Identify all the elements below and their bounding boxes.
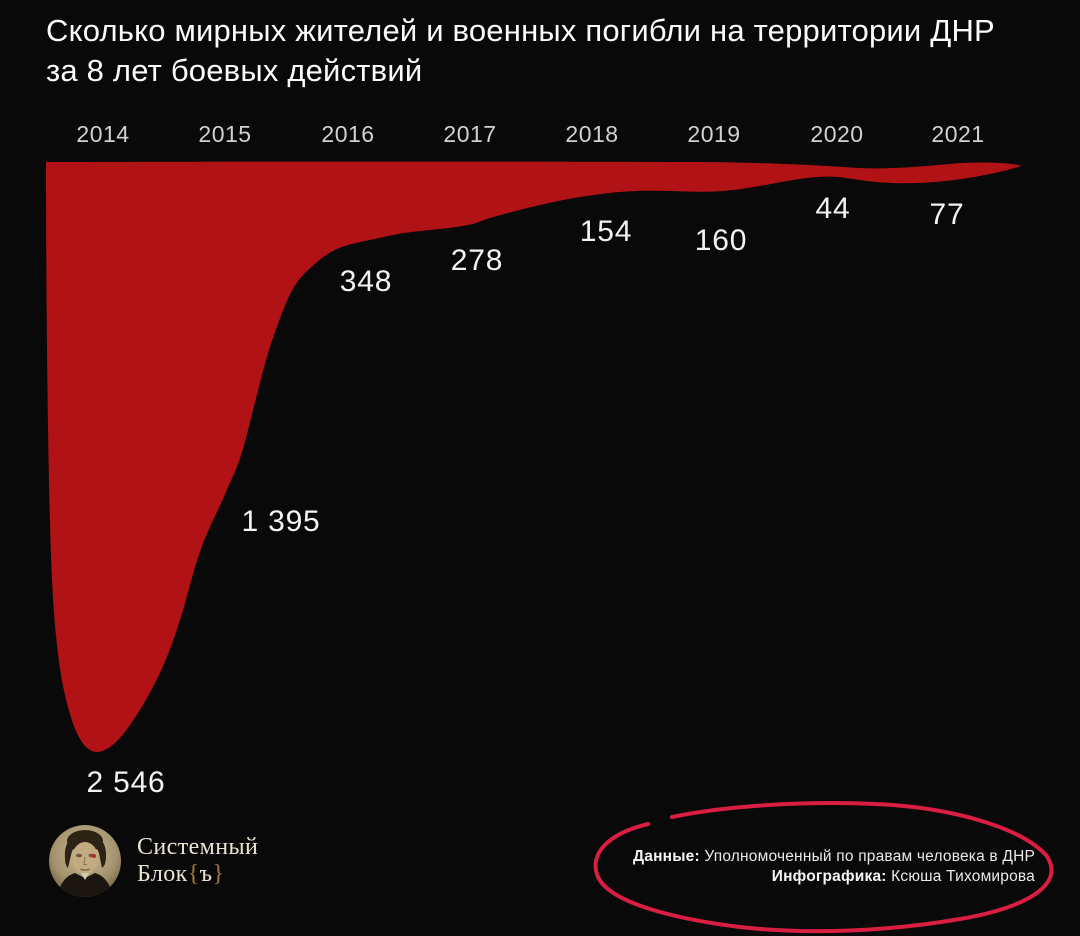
year-label-2020: 2020	[810, 121, 864, 147]
credits-line-infographic: Инфографика: Ксюша Тихомирова	[633, 867, 1035, 887]
value-label-2014: 2 546	[86, 766, 166, 799]
credits-infographic-label: Инфографика:	[771, 868, 887, 885]
credits-block: Данные: Уполномоченный по правам человек…	[633, 847, 1035, 887]
chart-title-line1: Сколько мирных жителей и военных погибли…	[46, 13, 995, 48]
value-label-2017: 278	[450, 244, 504, 277]
brand-avatar-portrait	[49, 825, 121, 897]
avatar-red-eye-mark	[92, 854, 96, 858]
brand-name-word: Блок	[137, 861, 188, 887]
year-label-2014: 2014	[76, 121, 130, 147]
value-label-2018: 154	[579, 215, 633, 248]
chart-title: Сколько мирных жителей и военных погибли…	[46, 11, 1056, 91]
credits-infographic-text: Ксюша Тихомирова	[891, 868, 1035, 885]
brand-brace-close: }	[212, 861, 225, 887]
year-label-2021: 2021	[931, 121, 985, 147]
brand-yer: ъ	[199, 861, 213, 887]
year-label-2019: 2019	[687, 121, 741, 147]
credits-line-data: Данные: Уполномоченный по правам человек…	[633, 847, 1035, 867]
credits-data-text: Уполномоченный по правам человека в ДНР	[704, 848, 1035, 865]
value-label-2020: 44	[815, 192, 851, 225]
brand-name: Системный Блок{ъ}	[137, 834, 258, 888]
value-label-2016: 348	[339, 265, 393, 298]
credits-data-label: Данные:	[633, 848, 700, 865]
year-label-2017: 2017	[443, 121, 497, 147]
value-label-2015: 1 395	[241, 505, 321, 538]
brand-block: Системный Блок{ъ}	[49, 825, 389, 905]
year-label-2016: 2016	[321, 121, 375, 147]
year-label-2015: 2015	[198, 121, 252, 147]
brand-brace-open: {	[187, 861, 200, 887]
value-label-2019: 160	[694, 224, 748, 257]
casualties-stream-area	[46, 161, 1022, 753]
chart-title-line2: за 8 лет боевых действий	[46, 53, 423, 88]
value-label-2021: 77	[929, 198, 965, 231]
brand-name-line1: Системный	[137, 834, 259, 860]
year-label-2018: 2018	[565, 121, 619, 147]
